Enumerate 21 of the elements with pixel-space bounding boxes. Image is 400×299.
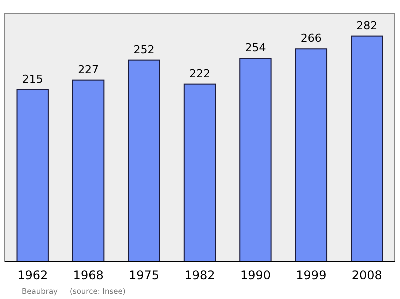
x-tick-label: 1962 xyxy=(18,268,48,283)
x-tick-label: 1990 xyxy=(240,268,271,283)
data-label: 254 xyxy=(245,42,266,55)
x-tick-label: 1982 xyxy=(184,268,216,283)
data-label: 227 xyxy=(78,63,100,76)
bar xyxy=(184,84,216,262)
bar xyxy=(72,80,105,262)
data-label: 282 xyxy=(356,19,378,32)
x-tick-label: 1975 xyxy=(129,268,160,283)
bar xyxy=(240,58,272,262)
x-tick-label: 2008 xyxy=(352,268,382,283)
bar xyxy=(128,60,160,262)
x-tick-label: 1968 xyxy=(73,268,104,283)
x-tick-label: 1999 xyxy=(296,268,327,283)
data-label: 222 xyxy=(190,67,210,80)
bar xyxy=(16,89,49,262)
bar xyxy=(351,36,384,262)
data-label: 215 xyxy=(22,72,44,86)
data-label: 266 xyxy=(300,32,322,46)
bar xyxy=(295,48,328,262)
data-label: 252 xyxy=(134,43,155,56)
